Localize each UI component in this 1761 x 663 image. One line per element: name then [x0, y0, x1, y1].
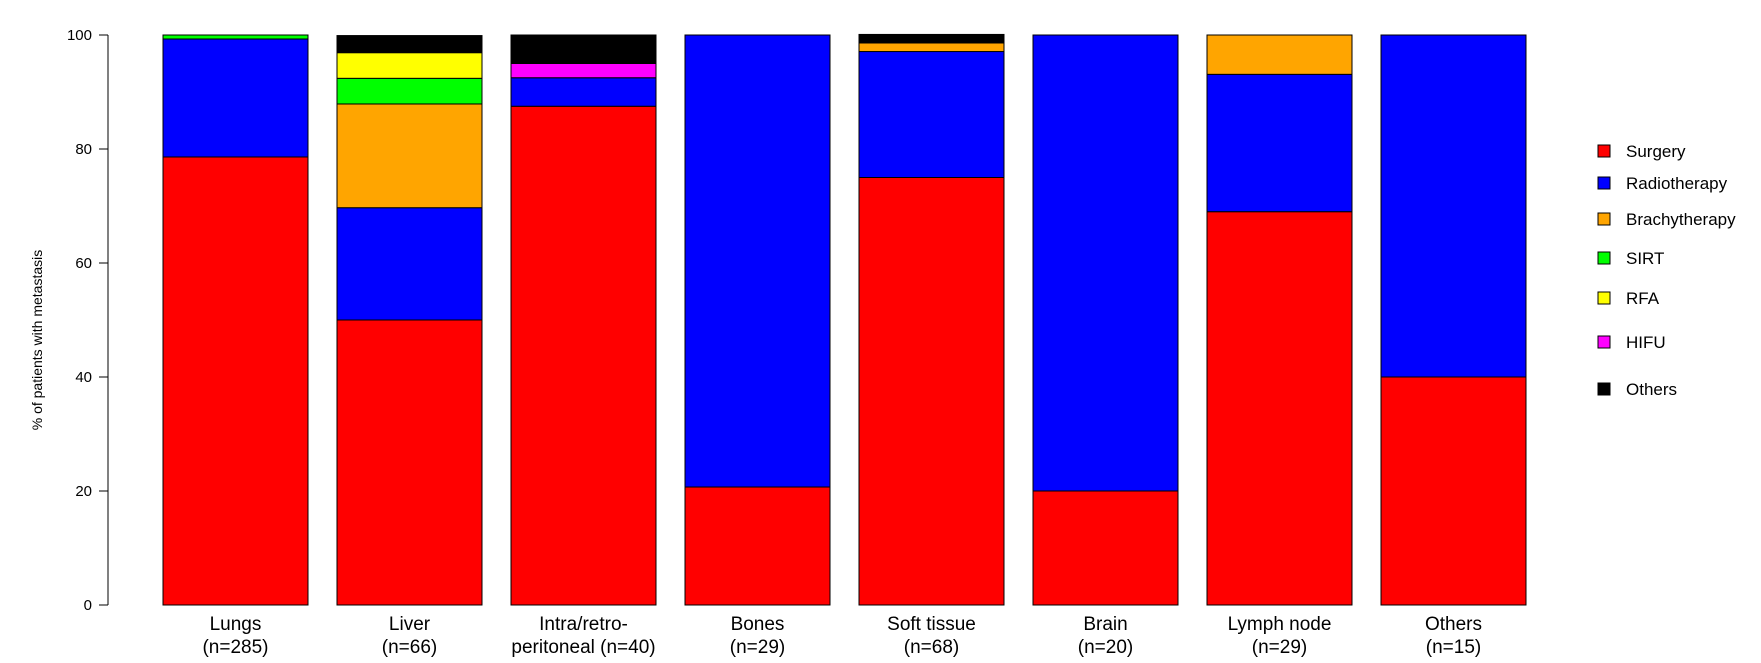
x-category-label: Brain [1083, 614, 1127, 635]
y-axis-title: % of patients with metastasis [29, 250, 45, 431]
x-category-label: Intra/retro- [539, 614, 628, 635]
y-tick-label: 0 [84, 597, 92, 614]
y-tick-label: 80 [75, 141, 92, 158]
bar-segment-surgery-6 [1206, 211, 1353, 606]
legend-swatch-hifu [1597, 335, 1611, 349]
y-axis: 0 20 40 60 80 100 [67, 27, 109, 614]
x-category-label: Soft tissue [887, 614, 976, 635]
bar-segment-brachytherapy-1 [336, 103, 483, 209]
bar-segment-brachytherapy-4 [858, 42, 1005, 53]
bar-segment-radiotherapy-5 [1032, 34, 1179, 492]
x-category-label: Bones [731, 614, 785, 635]
x-category-label: (n=66) [382, 637, 437, 658]
bar-segment-surgery-3 [684, 486, 831, 606]
legend-label-brachytherapy: Brachytherapy [1626, 210, 1736, 229]
x-category-label: (n=29) [1252, 637, 1307, 658]
bar-segment-surgery-7 [1380, 376, 1527, 606]
x-category-label: (n=68) [904, 637, 959, 658]
legend-swatch-surgery [1597, 144, 1611, 158]
bar-segment-others-4 [858, 33, 1005, 44]
legend-label-surgery: Surgery [1626, 142, 1686, 161]
x-category-label: Lungs [210, 614, 262, 635]
legend: Surgery Radiotherapy Brachytherapy SIRT RFA H… [1597, 142, 1736, 399]
x-category-label: (n=29) [730, 637, 785, 658]
x-category-label: peritoneal (n=40) [511, 637, 655, 658]
x-category-label: (n=15) [1426, 637, 1481, 658]
legend-swatch-others [1597, 382, 1611, 396]
y-tick-label: 20 [75, 483, 92, 500]
x-category-label: Lymph node [1228, 614, 1332, 635]
bar-segment-hifu-2 [510, 63, 657, 79]
x-category-label: Liver [389, 614, 431, 635]
legend-label-sirt: SIRT [1626, 249, 1664, 268]
bar-segment-surgery-5 [1032, 490, 1179, 606]
bar-segment-surgery-2 [510, 105, 657, 606]
bar-segment-radiotherapy-4 [858, 51, 1005, 178]
x-category-label: Others [1425, 614, 1482, 635]
bar-segment-rfa-1 [336, 52, 483, 79]
bar-segment-radiotherapy-1 [336, 207, 483, 321]
bar-segment-radiotherapy-3 [684, 34, 831, 488]
y-tick-label: 100 [67, 27, 92, 44]
bar-segment-others-2 [510, 34, 657, 64]
bar-segment-radiotherapy-7 [1380, 34, 1527, 378]
legend-label-hifu: HIFU [1626, 333, 1666, 352]
legend-swatch-radiotherapy [1597, 176, 1611, 190]
bars-layer [162, 33, 1527, 606]
y-tick-label: 60 [75, 255, 92, 272]
bar-segment-surgery-1 [336, 319, 483, 606]
bar-segment-brachytherapy-6 [1206, 34, 1353, 75]
legend-label-rfa: RFA [1626, 289, 1660, 308]
legend-label-others: Others [1626, 380, 1677, 399]
y-tick-label: 40 [75, 369, 92, 386]
x-axis-labels: Lungs(n=285) Liver(n=66) Intra/retro-perit… [202, 614, 1482, 658]
bar-segment-radiotherapy-6 [1206, 73, 1353, 213]
bar-segment-sirt-1 [336, 77, 483, 105]
bar-segment-radiotherapy-0 [162, 38, 309, 158]
legend-swatch-rfa [1597, 291, 1611, 305]
bar-segment-sirt-0 [162, 34, 309, 40]
x-category-label: (n=20) [1078, 637, 1133, 658]
legend-swatch-sirt [1597, 251, 1611, 265]
legend-swatch-brachytherapy [1597, 212, 1611, 226]
x-category-label: (n=285) [202, 637, 268, 658]
bar-segment-surgery-0 [162, 156, 309, 606]
bar-segment-surgery-4 [858, 177, 1005, 606]
bar-segment-radiotherapy-2 [510, 77, 657, 107]
bar-segment-others-1 [336, 35, 483, 54]
legend-label-radiotherapy: Radiotherapy [1626, 174, 1728, 193]
